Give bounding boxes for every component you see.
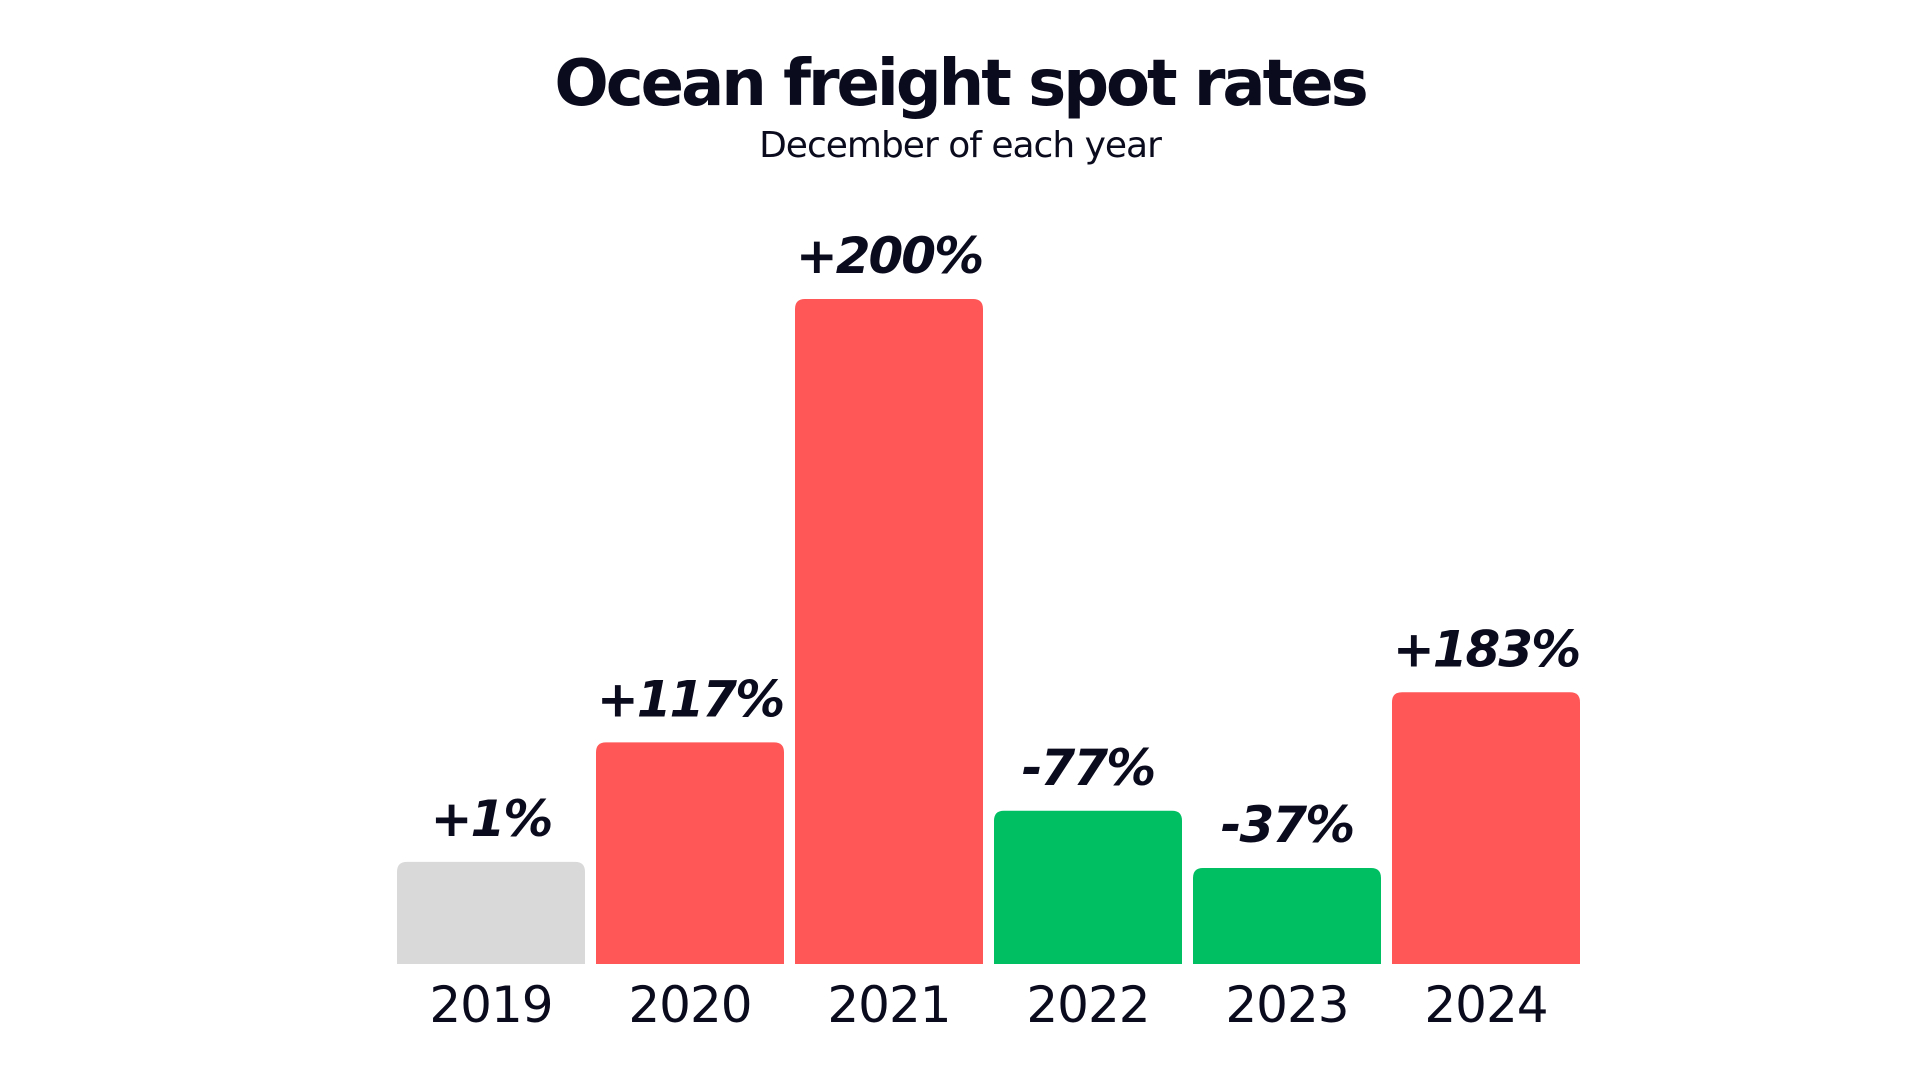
category-label-2019: 2019 [429,976,552,1034]
category-label-2023: 2023 [1225,976,1348,1034]
category-label-2021: 2021 [827,976,950,1034]
bar-2020 [596,742,784,964]
value-label-2019: +1% [431,790,552,848]
bar-2023 [1193,867,1381,964]
value-labels-group: +1% +117% +200% -77% -37% +183% [431,227,1582,854]
value-label-2021: +200% [796,227,982,285]
value-label-2024: +183% [1393,620,1579,678]
category-label-2024: 2024 [1424,976,1547,1034]
chart-subtitle: December of each year [759,125,1162,166]
category-label-2022: 2022 [1026,976,1149,1034]
chart-title: Ocean freight spot rates [554,47,1368,121]
category-label-2020: 2020 [628,976,751,1034]
value-label-2022: -77% [1022,739,1154,797]
bar-2024 [1392,692,1580,964]
category-labels-group: 2019 2020 2021 2022 2023 2024 [429,976,1548,1034]
bar-2019 [397,861,585,964]
bars-group [397,299,1580,964]
value-label-2020: +117% [597,670,783,728]
value-label-2023: -37% [1221,796,1353,854]
bar-2022 [994,810,1182,964]
bar-2021 [795,299,983,964]
